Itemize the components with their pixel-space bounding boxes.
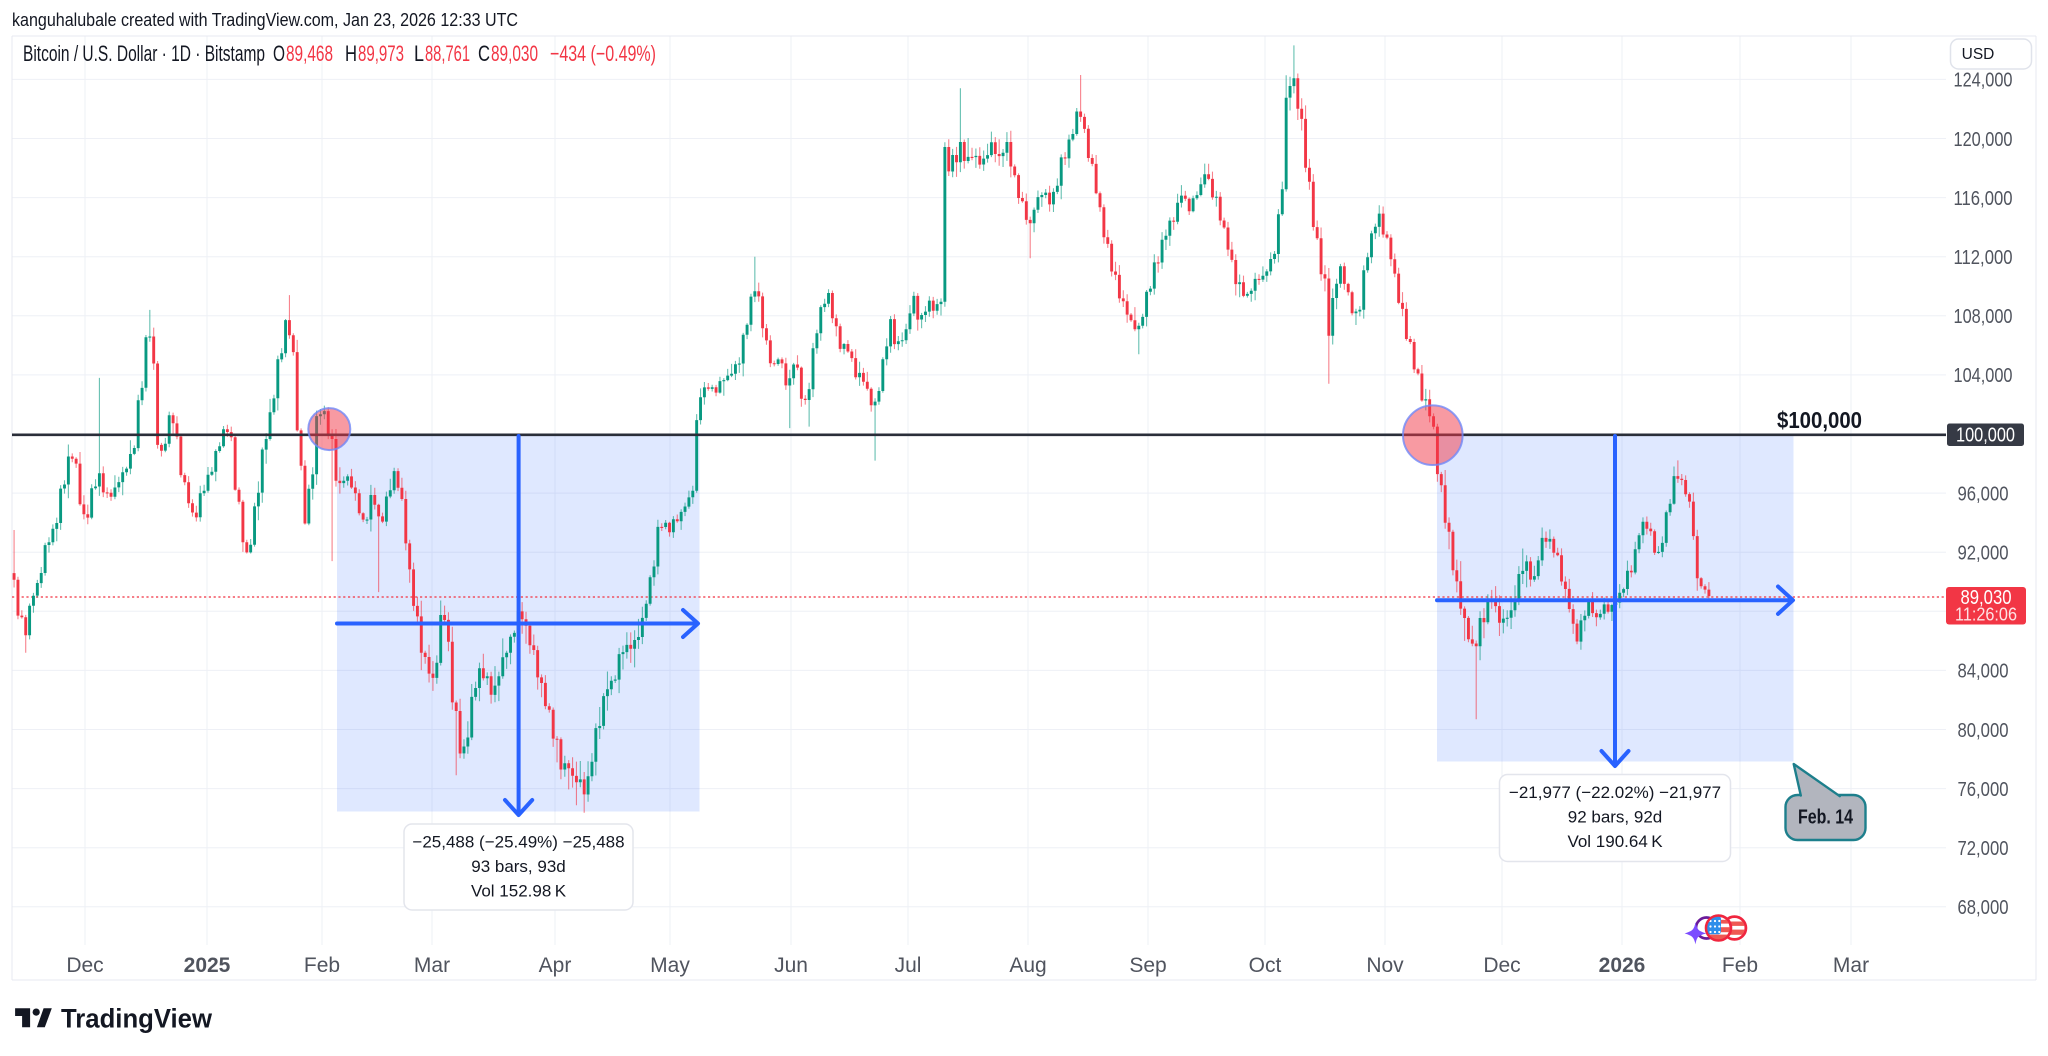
svg-text:89,973: 89,973 xyxy=(358,41,404,66)
svg-text:96,000: 96,000 xyxy=(1958,482,2009,505)
svg-text:124,000: 124,000 xyxy=(1954,69,2013,92)
svg-text:84,000: 84,000 xyxy=(1958,660,2009,683)
svg-text:$100,000: $100,000 xyxy=(1777,407,1862,433)
svg-text:Vol 190.64 K: Vol 190.64 K xyxy=(1567,832,1663,851)
svg-text:89,030: 89,030 xyxy=(1961,586,2012,609)
svg-text:Feb: Feb xyxy=(1722,954,1758,977)
svg-text:Mar: Mar xyxy=(414,954,450,977)
svg-text:Vol 152.98 K: Vol 152.98 K xyxy=(471,882,567,901)
svg-text:−25,488 (−25.49%) −25,488: −25,488 (−25.49%) −25,488 xyxy=(412,833,624,852)
svg-text:−21,977 (−22.02%) −21,977: −21,977 (−22.02%) −21,977 xyxy=(1509,783,1721,802)
svg-text:88,761: 88,761 xyxy=(425,41,470,66)
svg-text:Feb: Feb xyxy=(304,954,340,977)
svg-text:120,000: 120,000 xyxy=(1954,128,2013,151)
svg-text:92 bars, 92d: 92 bars, 92d xyxy=(1568,808,1663,827)
svg-text:Aug: Aug xyxy=(1009,954,1046,977)
svg-text:H: H xyxy=(345,41,357,66)
svg-text:Oct: Oct xyxy=(1249,954,1282,977)
svg-text:76,000: 76,000 xyxy=(1958,778,2009,801)
svg-text:Nov: Nov xyxy=(1366,954,1404,977)
svg-text:Dec: Dec xyxy=(66,954,103,977)
svg-text:80,000: 80,000 xyxy=(1958,719,2009,742)
svg-text:72,000: 72,000 xyxy=(1958,837,2009,860)
svg-text:−434 (−0.49%): −434 (−0.49%) xyxy=(550,41,656,66)
svg-text:Mar: Mar xyxy=(1833,954,1869,977)
svg-text:Bitcoin / U.S. Dollar · 1D · B: Bitcoin / U.S. Dollar · 1D · Bitstamp xyxy=(23,41,265,66)
svg-text:Sep: Sep xyxy=(1129,954,1166,977)
svg-text:100,000: 100,000 xyxy=(1956,424,2015,447)
svg-text:O: O xyxy=(273,41,285,66)
svg-text:L: L xyxy=(414,41,424,66)
svg-text:Feb. 14: Feb. 14 xyxy=(1798,807,1854,829)
svg-text:93 bars, 93d: 93 bars, 93d xyxy=(471,857,566,876)
svg-text:Dec: Dec xyxy=(1483,954,1520,977)
svg-text:89,468: 89,468 xyxy=(286,41,333,66)
svg-text:112,000: 112,000 xyxy=(1954,246,2013,269)
svg-text:2026: 2026 xyxy=(1599,954,1646,977)
svg-text:92,000: 92,000 xyxy=(1958,542,2009,565)
svg-text:C: C xyxy=(478,41,490,66)
svg-text:108,000: 108,000 xyxy=(1954,305,2013,328)
svg-text:Jun: Jun xyxy=(774,954,808,977)
svg-text:TradingView: TradingView xyxy=(61,1004,212,1034)
svg-text:May: May xyxy=(650,954,690,977)
svg-text:USD: USD xyxy=(1962,46,1995,63)
svg-text:68,000: 68,000 xyxy=(1958,896,2009,919)
svg-text:89,030: 89,030 xyxy=(491,41,538,66)
svg-text:104,000: 104,000 xyxy=(1954,364,2013,387)
svg-text:kanguhalubale created with Tra: kanguhalubale created with TradingView.c… xyxy=(12,9,518,30)
svg-text:Apr: Apr xyxy=(539,954,572,977)
svg-text:2025: 2025 xyxy=(184,954,231,977)
svg-text:11:26:06: 11:26:06 xyxy=(1955,605,2017,625)
svg-text:Jul: Jul xyxy=(895,954,922,977)
svg-text:116,000: 116,000 xyxy=(1954,187,2013,210)
